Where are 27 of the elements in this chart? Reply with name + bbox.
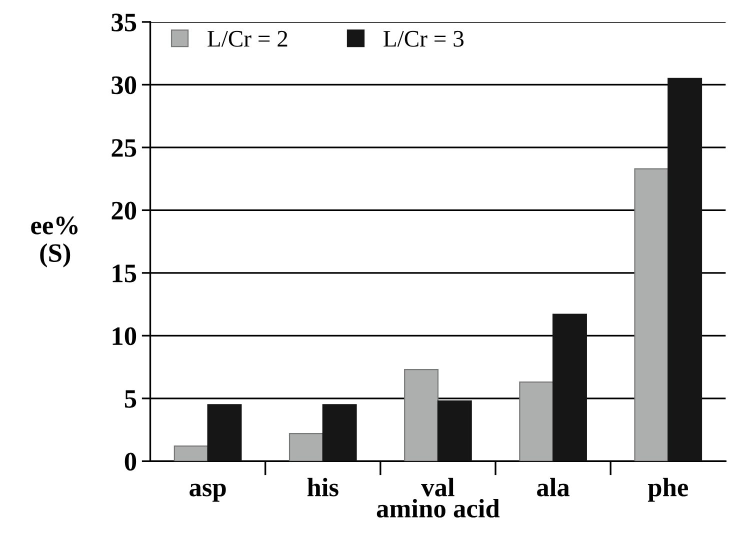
bar xyxy=(207,404,242,462)
x-tick-label: his xyxy=(307,478,338,496)
bar xyxy=(174,446,208,462)
bar xyxy=(552,314,587,462)
bar xyxy=(322,404,357,462)
bar xyxy=(288,433,324,462)
x-axis-title: amino acid xyxy=(376,498,500,518)
y-tick-label: 30 xyxy=(112,76,136,94)
bar xyxy=(634,168,669,462)
bar xyxy=(437,400,472,462)
y-tick-label: 25 xyxy=(112,139,136,157)
x-tick-label: phe xyxy=(648,478,688,502)
y-tick-label: 0 xyxy=(124,452,136,471)
x-tick-label: asp xyxy=(190,484,226,502)
x-tick-label: val xyxy=(421,478,454,496)
y-tick-label: 10 xyxy=(112,327,136,346)
y-tick-label: 20 xyxy=(112,202,136,220)
y-tick-label: 35 xyxy=(112,14,136,32)
x-tick-label: ala xyxy=(537,478,570,496)
y-tick-label: 15 xyxy=(112,264,136,282)
bar xyxy=(519,382,554,462)
y-tick-label: 5 xyxy=(124,390,136,408)
bar xyxy=(404,369,439,462)
y-axis-title: ee% (S) xyxy=(31,216,78,268)
bar xyxy=(668,78,702,462)
legend-label: L/Cr = 2 xyxy=(208,30,288,47)
legend-label: L/Cr = 3 xyxy=(384,30,464,47)
